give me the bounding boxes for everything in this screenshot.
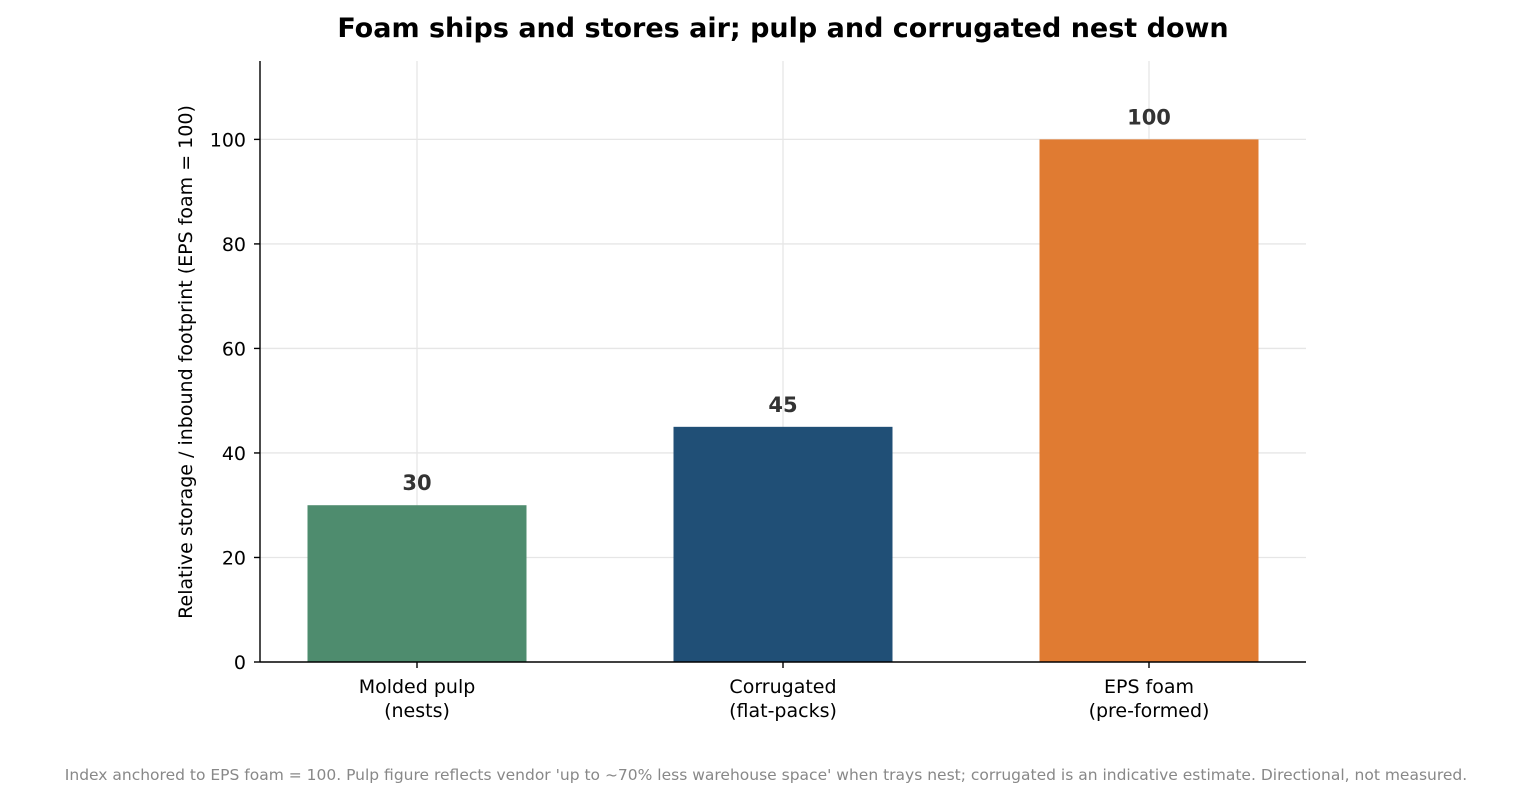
x-tick-label: Corrugated (flat-packs): [729, 676, 837, 722]
x-tick-label: Molded pulp (nests): [359, 676, 476, 722]
label-layer: 0 20 40 60 80 100 30 Molded pulp (nests) 45 Corrug…: [210, 105, 1210, 722]
x-tick-label: EPS foam (pre-formed): [1089, 676, 1210, 722]
data-label: 45: [768, 393, 797, 417]
y-tick-label: 0: [234, 652, 246, 674]
chart-title: Foam ships and stores air; pulp and corr…: [337, 13, 1228, 44]
grid-layer: [260, 61, 1306, 662]
bar: [307, 505, 527, 662]
bar-layer: [307, 139, 1259, 663]
data-label: 100: [1127, 105, 1171, 129]
y-tick-label: 40: [222, 443, 246, 465]
y-tick-label: 100: [210, 129, 246, 151]
y-tick-label: 20: [222, 547, 246, 569]
y-tick-label: 60: [222, 338, 246, 360]
bar: [673, 426, 893, 662]
axis-layer: [254, 61, 1306, 668]
data-label: 30: [402, 471, 431, 495]
bar: [1039, 139, 1259, 663]
y-axis-label: Relative storage / inbound footprint (EP…: [175, 105, 197, 619]
footnote: Index anchored to EPS foam = 100. Pulp f…: [65, 766, 1467, 784]
y-tick-label: 80: [222, 234, 246, 256]
